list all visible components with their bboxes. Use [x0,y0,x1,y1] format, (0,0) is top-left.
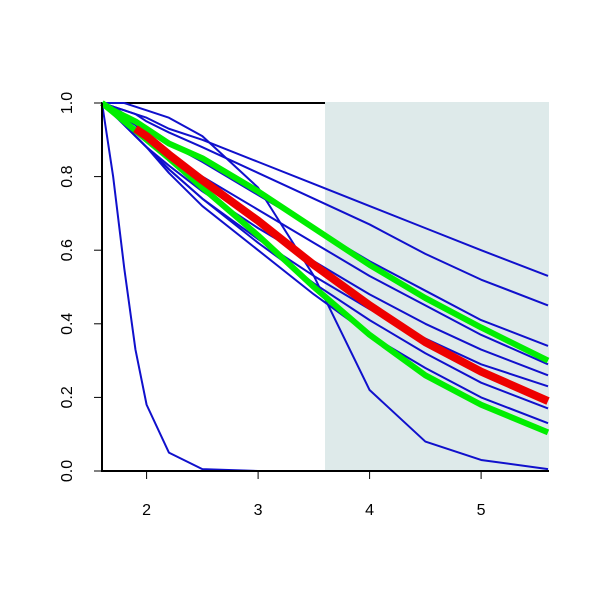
y-tick-label: 0.4 [59,313,76,335]
y-tick-label: 0.0 [59,460,76,482]
plot-layer: 2 3 4 5 0.0 0.2 0.4 0.6 0.8 1.0 [59,92,550,519]
x-tick-label: 4 [365,502,374,519]
y-tick-label: 0.6 [59,239,76,261]
series-line [100,100,550,364]
series-line [101,102,549,307]
y-tick-label: 1.0 [59,92,76,114]
x-tick-label: 3 [254,502,263,519]
y-tick-label: 0.8 [59,165,76,187]
shaded-region [325,102,549,470]
x-tick-label: 5 [477,502,486,519]
series-line [133,125,550,405]
y-tick-label: 0.2 [59,386,76,408]
series-line [102,102,549,471]
x-tick-label: 2 [142,502,151,519]
series-line [100,100,550,436]
